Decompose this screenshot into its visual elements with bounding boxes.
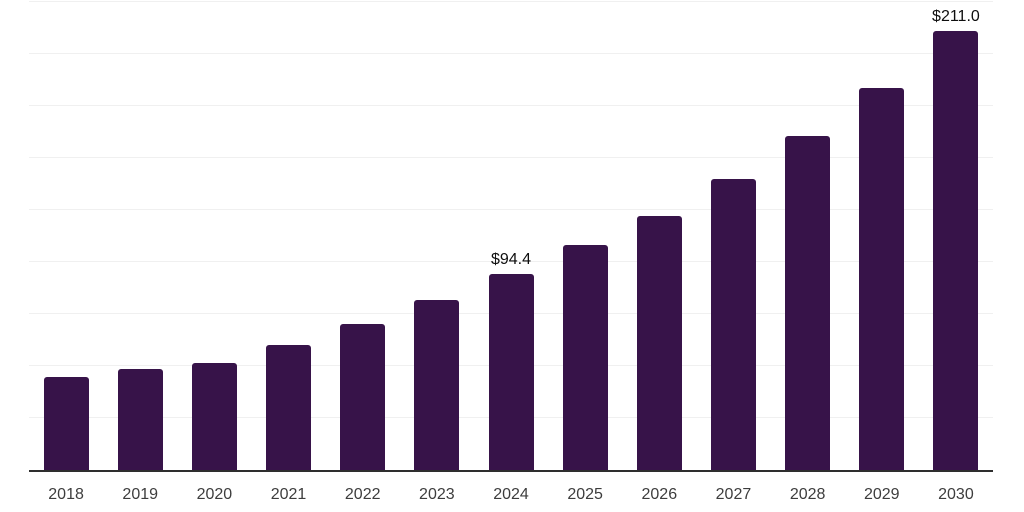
bar-2021 bbox=[266, 344, 312, 470]
x-tick-2020: 2020 bbox=[196, 486, 233, 503]
bar-2020 bbox=[191, 362, 237, 470]
bar-2024 bbox=[488, 273, 534, 470]
data-label-2030: $211.0 bbox=[932, 8, 980, 26]
x-tick-2018: 2018 bbox=[48, 486, 84, 503]
bar-2018 bbox=[43, 377, 89, 470]
bar-2022 bbox=[340, 323, 386, 470]
gridline-200 bbox=[29, 53, 993, 54]
bar-2019 bbox=[117, 369, 163, 470]
bar-2025 bbox=[562, 245, 608, 470]
bar-2030 bbox=[933, 31, 979, 470]
x-axis-line bbox=[29, 470, 993, 472]
x-tick-2019: 2019 bbox=[122, 486, 159, 503]
gridline-125 bbox=[29, 209, 993, 210]
x-tick-2025: 2025 bbox=[567, 486, 603, 503]
gridline-225 bbox=[29, 1, 993, 2]
x-tick-2029: 2029 bbox=[863, 486, 900, 503]
x-tick-2026: 2026 bbox=[641, 486, 678, 503]
x-tick-2024: 2024 bbox=[493, 486, 529, 503]
bar-2029 bbox=[859, 88, 905, 470]
x-tick-2028: 2028 bbox=[789, 486, 826, 503]
gridline-100 bbox=[29, 261, 993, 262]
gridline-150 bbox=[29, 157, 993, 158]
plot-area: $94.4 $211.0 bbox=[29, 1, 993, 472]
x-tick-2030: 2030 bbox=[938, 486, 974, 503]
bar-2026 bbox=[636, 215, 682, 470]
x-tick-2027: 2027 bbox=[715, 486, 752, 503]
gridline-175 bbox=[29, 105, 993, 106]
data-label-2024: $94.4 bbox=[490, 250, 532, 268]
x-tick-2021: 2021 bbox=[270, 486, 307, 503]
x-tick-2023: 2023 bbox=[419, 486, 455, 503]
x-tick-2022: 2022 bbox=[344, 486, 381, 503]
x-axis-labels: 2018 2019 2020 2021 2022 2023 2024 2025 2026 2027… bbox=[29, 484, 993, 506]
bar-2028 bbox=[785, 136, 831, 470]
bar-2023 bbox=[414, 300, 460, 470]
bar-2027 bbox=[710, 178, 756, 470]
